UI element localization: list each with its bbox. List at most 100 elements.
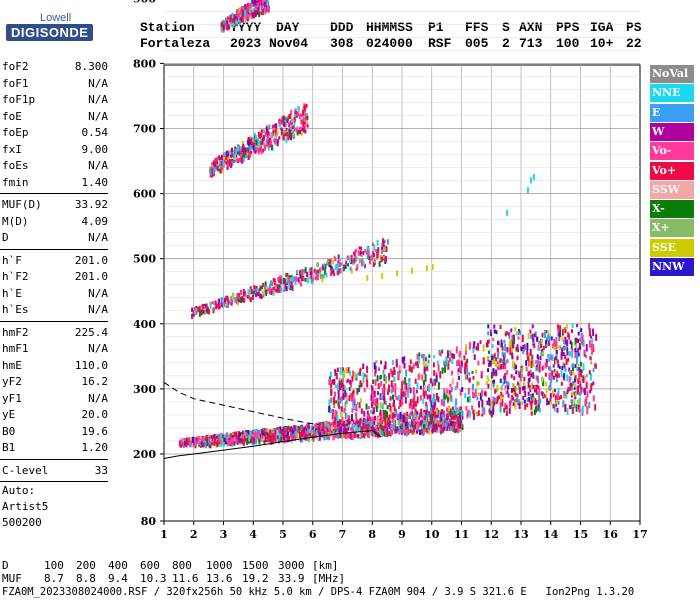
echo-point	[399, 411, 402, 420]
echo-point	[293, 117, 296, 123]
echo-point	[460, 420, 463, 426]
echo-point	[283, 121, 286, 127]
legend-item: W	[650, 122, 694, 141]
echo-point	[425, 427, 428, 433]
echo-point	[260, 4, 263, 11]
echo-point	[427, 359, 430, 364]
echo-point	[488, 397, 491, 402]
echo-point	[574, 337, 577, 346]
echo-point	[351, 259, 354, 263]
echo-point	[367, 423, 370, 430]
echo-point	[308, 429, 311, 434]
echo-point	[400, 424, 403, 430]
echo-point	[347, 367, 350, 373]
echo-point	[581, 405, 584, 414]
param-value: N/A	[88, 159, 108, 172]
echo-point	[337, 420, 340, 427]
echo-point	[557, 400, 560, 405]
echo-point	[264, 132, 267, 137]
echo-point	[249, 151, 252, 158]
echo-point	[236, 158, 239, 162]
echo-point	[233, 153, 236, 159]
echo-point	[445, 424, 448, 430]
echo-point	[335, 372, 338, 380]
echo-point	[557, 363, 560, 368]
echo-point	[260, 140, 263, 145]
echo-point	[205, 434, 208, 440]
echo-point	[233, 297, 236, 303]
param-row: h`E N/A	[2, 287, 108, 303]
echo-point	[571, 391, 574, 396]
echo-point	[437, 411, 440, 416]
echo-point	[212, 161, 215, 167]
echo-point	[479, 340, 482, 344]
echo-point	[191, 313, 194, 319]
echo-point	[499, 394, 502, 402]
echo-point	[287, 121, 290, 126]
echo-point	[422, 423, 425, 428]
echo-point	[529, 329, 532, 334]
echo-point	[347, 426, 350, 431]
echo-point	[222, 25, 225, 31]
echo-point	[556, 407, 559, 413]
echo-point	[477, 392, 480, 396]
echo-point	[414, 421, 417, 426]
echo-point	[334, 432, 337, 438]
echo-point	[377, 416, 380, 423]
echo-point	[576, 352, 579, 357]
echo-point	[588, 370, 591, 375]
echo-point	[367, 254, 370, 261]
echo-point	[309, 271, 312, 276]
artist-label: Artist5	[2, 500, 49, 513]
echo-point	[578, 367, 581, 372]
echo-point	[221, 435, 224, 441]
echo-point	[466, 367, 469, 374]
echo-point	[433, 369, 436, 376]
echo-point	[275, 434, 278, 440]
echo-point	[299, 270, 302, 276]
echo-point	[374, 429, 377, 435]
echo-point	[198, 310, 201, 317]
echo-point	[369, 258, 372, 265]
echo-point	[339, 428, 342, 435]
echo-point	[288, 114, 291, 119]
echo-point	[506, 370, 509, 375]
echo-point	[562, 362, 565, 367]
echo-point	[362, 425, 365, 429]
echo-point	[351, 434, 354, 441]
echo-point	[234, 158, 237, 163]
echo-point	[512, 391, 515, 396]
echo-point	[378, 418, 381, 424]
echo-point	[331, 379, 334, 385]
echo-point	[379, 409, 382, 416]
echo-point	[370, 401, 373, 408]
echo-point	[351, 375, 354, 382]
echo-point	[447, 407, 450, 416]
echo-point	[475, 369, 478, 374]
param-name: h`F	[2, 253, 22, 267]
echo-point	[553, 369, 556, 373]
echo-point	[300, 436, 303, 443]
echo-point	[555, 336, 558, 341]
echo-point	[214, 302, 217, 306]
echo-point	[220, 162, 223, 167]
echo-point	[260, 132, 263, 138]
echo-point	[425, 366, 428, 371]
echo-point	[422, 429, 425, 436]
echo-point	[253, 437, 256, 442]
echo-point	[517, 336, 520, 340]
echo-point	[274, 135, 277, 140]
echo-point	[496, 365, 499, 371]
echo-point	[569, 404, 572, 410]
echo-point	[344, 401, 347, 406]
echo-point	[363, 373, 366, 377]
echo-point	[344, 420, 347, 424]
echo-point	[306, 428, 309, 435]
echo-point	[422, 398, 425, 405]
echo-point	[225, 436, 228, 441]
echo-point	[515, 331, 518, 336]
echo-point	[561, 366, 564, 371]
echo-point	[576, 367, 579, 372]
echo-point	[228, 437, 231, 442]
header-label: AXN	[519, 20, 543, 35]
